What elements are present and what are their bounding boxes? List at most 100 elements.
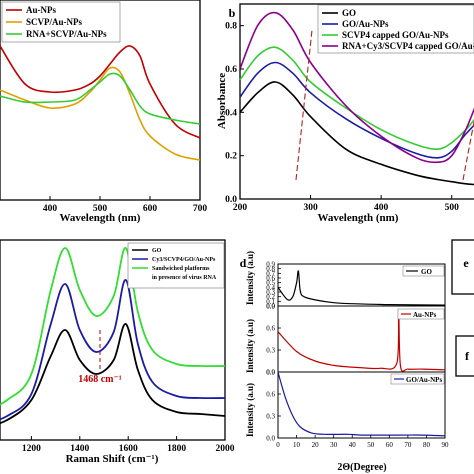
panel-e: e xyxy=(451,239,474,295)
panel-b-ytick-label: 0.4 xyxy=(225,108,237,118)
series-line-2 xyxy=(0,247,226,406)
series-line-1 xyxy=(0,279,226,421)
panel-d-series-line xyxy=(277,371,446,437)
panel-d-ytick-label: 0.5 xyxy=(266,279,275,287)
panel-d-ytick-label: 0.3 xyxy=(266,289,275,297)
panel-b-xtick-label: 300 xyxy=(303,203,318,213)
panel-d-ytick-label: 0.6 xyxy=(266,391,275,399)
panel-a-xtick-label: 600 xyxy=(143,204,158,214)
panel-a-xticks: 400 500 600 700 xyxy=(43,196,207,214)
legend-entry: GO xyxy=(421,268,432,276)
panel-b-xlabel: Wavelength (nm) xyxy=(318,212,399,224)
legend-entry: Au-NPs xyxy=(413,311,437,319)
legend-entry: Au-NPs xyxy=(26,5,56,15)
panel-d-xtick-label: 40 xyxy=(349,441,357,449)
panel-d-ytick-label: 0.6 xyxy=(266,325,275,333)
panel-d-xtick-label: 90 xyxy=(442,441,450,449)
panel-d-xtick-label: 60 xyxy=(386,441,394,449)
panel-c-xtick-label: 1600 xyxy=(119,444,138,454)
legend-entry: RNA+Cy3/SCVP4 capped GO/Au-NPs xyxy=(342,41,474,51)
panel-b-legend: GO GO/Au-NPs SCVP4 capped GO/Au-NPs RNA+… xyxy=(317,4,474,54)
panel-c-annotation: 1468 cm⁻¹ xyxy=(78,374,122,385)
panel-d-ylabel-top: Intensity (a.u) xyxy=(245,251,255,305)
panel-d-ytick-label: 0.9 xyxy=(266,303,275,311)
panel-d-xlabel: 2Θ(Degree) xyxy=(337,462,386,473)
series-line-3 xyxy=(239,11,474,164)
panel-b-label: b xyxy=(229,6,236,20)
panel-d-xtick-label: 50 xyxy=(367,441,375,449)
panel-b-xtick-label: 400 xyxy=(374,203,389,213)
panel-a-xtick-label: 400 xyxy=(43,204,58,214)
panel-b: 200 300 400 500 0.0 0.2 0.4 0.6 0.8 Wavelength … xyxy=(216,3,474,224)
legend-entry: Cy3/SCVP4/GO/Au-NPs xyxy=(152,257,216,263)
panel-b-xtick-label: 500 xyxy=(445,203,460,213)
panel-a-xtick-label: 500 xyxy=(93,204,108,214)
legend-entry: GO xyxy=(152,248,162,254)
panel-c-xtick-label: 1400 xyxy=(70,444,89,454)
panel-a-legend: Au-NPs SCVP/Au-NPs RNA+SCVP/Au-NPs xyxy=(1,1,121,43)
panel-d: d Intensity (a.u) Intensity (a.u) Intens… xyxy=(240,251,449,473)
legend-box-au xyxy=(397,308,445,320)
legend-entry: SCVP4 capped GO/Au-NPs xyxy=(342,30,449,40)
panel-d-ytick-label: 0.0 xyxy=(266,369,275,377)
panel-c-legend: GO Cy3/SCVP4/GO/Au-NPs Sandwiched platfo… xyxy=(127,242,225,289)
panel-d-plot: 0.00.10.20.30.40.50.60.70.80.90.00.30.60… xyxy=(266,261,449,450)
panel-d-xtick-label: 20 xyxy=(312,441,320,449)
panel-d-ytick-label: 0.3 xyxy=(266,347,275,355)
legend-entry: SCVP/Au-NPs xyxy=(26,17,83,27)
panel-b-yticks: 0.0 0.2 0.4 0.6 0.8 xyxy=(225,22,244,205)
panel-d-ytick-label: 0.4 xyxy=(266,284,275,292)
panel-c-xticks: 1200 1400 1600 1800 2000 xyxy=(22,436,235,454)
series-line-2 xyxy=(0,72,201,125)
panel-f: f xyxy=(455,335,474,377)
panel-d-ytick-label: 0.2 xyxy=(266,293,275,301)
legend-box-go-au xyxy=(390,373,445,385)
panel-d-ytick-label: 0.9 xyxy=(266,261,275,269)
panel-d-legends: GO Au-NPs GO/Au-NPs xyxy=(390,265,445,385)
panel-b-ytick-label: 0.2 xyxy=(225,152,237,162)
panel-b-xticks: 200 300 400 500 xyxy=(233,195,459,213)
legend-box xyxy=(317,4,474,54)
panel-d-ytick-label: 0.1 xyxy=(266,298,275,306)
panel-d-label: d xyxy=(240,256,247,270)
series-line-0 xyxy=(0,45,201,139)
panel-c-xtick-label: 1800 xyxy=(167,444,186,454)
panel-e-frame xyxy=(451,239,474,295)
legend-entry: in presence of virus RNA xyxy=(152,275,217,281)
panel-e-label: e xyxy=(463,256,469,270)
panel-a-xlabel: Wavelength (nm) xyxy=(60,212,141,224)
panel-f-label: f xyxy=(465,349,470,363)
panel-d-series-line xyxy=(277,309,446,372)
panel-d-ytick-label: 0.8 xyxy=(266,265,275,273)
panel-d-xtick-label: 30 xyxy=(330,441,338,449)
panel-a: 400 500 600 700 Wavelength (nm) Au-NPs SCVP… xyxy=(0,0,207,224)
panel-d-ytick-label: 0.7 xyxy=(266,270,275,278)
legend-entry: RNA+SCVP/Au-NPs xyxy=(26,29,107,39)
panel-d-ytick-label: 0.0 xyxy=(266,303,275,311)
panel-d-ytick-label: 0.3 xyxy=(266,413,275,421)
panel-c-xlabel: Raman Shift (cm⁻¹) xyxy=(66,453,159,465)
panel-d-ytick-label: 0.6 xyxy=(266,275,275,283)
panel-c-plot xyxy=(0,247,226,425)
legend-entry: GO/Au-NPs xyxy=(406,376,442,384)
legend-entry: GO xyxy=(342,8,356,18)
panel-d-ytick-label: 0.9 xyxy=(266,369,275,377)
series-line-0 xyxy=(239,81,474,186)
panel-c-xtick-label: 1200 xyxy=(22,444,41,454)
panel-b-ytick-label: 0.6 xyxy=(225,65,237,75)
panel-c-xtick-label: 2000 xyxy=(216,444,235,454)
panel-b-guide-520 xyxy=(462,121,474,181)
legend-box-go xyxy=(402,265,445,277)
panel-b-ylabel: Absorbance xyxy=(216,73,228,129)
panel-b-plot xyxy=(239,11,474,186)
panel-d-xtick-label: 70 xyxy=(404,441,412,449)
panel-c: 1200 1400 1600 1800 2000 1468 cm⁻¹ Raman Shi… xyxy=(0,239,235,465)
legend-entry: GO/Au-NPs xyxy=(342,19,389,29)
panel-a-plot xyxy=(0,45,201,161)
panel-b-xtick-label: 200 xyxy=(233,203,248,213)
panel-d-ylabel-bottom: Intensity (a.u) xyxy=(245,383,255,437)
panel-b-ytick-label: 0.0 xyxy=(225,195,237,205)
legend-box xyxy=(1,1,121,43)
panel-b-frame xyxy=(239,3,474,200)
panel-d-ytick-label: 0.0 xyxy=(266,435,275,443)
